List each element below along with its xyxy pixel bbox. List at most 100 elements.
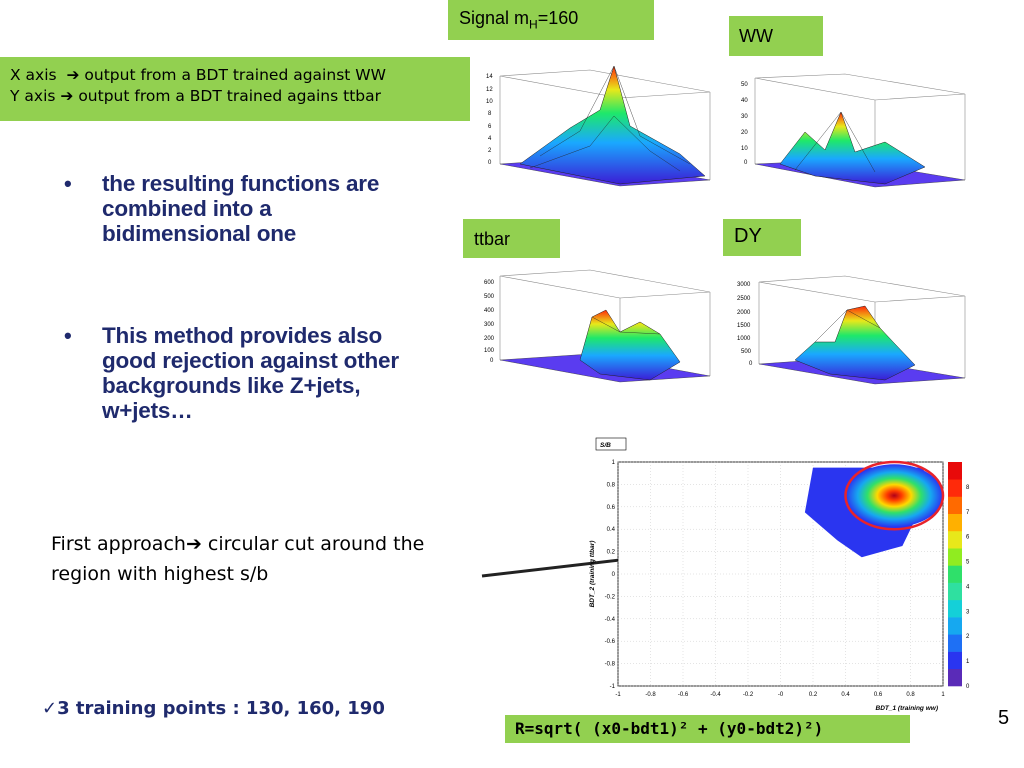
bullet-dot-icon: • (64, 323, 72, 348)
arrow-right-icon: ➔ (60, 87, 74, 105)
y-tick-label: 1 (612, 460, 616, 466)
axis-description-box: X axis ➔ output from a BDT trained again… (0, 57, 470, 121)
color-bar-segment (948, 479, 962, 497)
svg-text:300: 300 (484, 322, 495, 328)
color-bar-segment (948, 651, 962, 670)
x-tick-label: -1 (615, 692, 621, 698)
x-tick-label: 0.8 (906, 692, 915, 698)
svg-text:0: 0 (749, 361, 753, 367)
heatmap-plot-area (617, 460, 962, 687)
y-tick-label: -1 (610, 684, 616, 690)
svg-text:20: 20 (741, 130, 748, 136)
svg-text:2: 2 (488, 148, 492, 154)
signal-3d-plot: 14 12 10 8 6 4 2 0 (486, 65, 711, 187)
bullet-2: • This method provides also good rejecti… (64, 323, 399, 423)
z-tick-label: 2 (966, 634, 970, 640)
z-tick-label: 4 (966, 584, 970, 590)
arrow-right-icon: ➔ (66, 66, 80, 84)
heatmap-title: S/B (600, 442, 611, 449)
z-tick-label: 7 (966, 510, 970, 516)
x-tick-label: -0.8 (645, 692, 656, 698)
color-bar-segment (948, 530, 962, 549)
signal-label: Signal mH=160 (448, 0, 654, 40)
arrow-right-icon: ➔ (185, 533, 202, 555)
svg-text:600: 600 (484, 280, 495, 286)
sb-heatmap: S/B -1 -0.8 -0.6 -0.4 -0.2 -0 0.2 0.4 0.6 0.8 1 1 0… (589, 437, 970, 712)
y-axis-note: Y axis ➔ output from a BDT trained again… (10, 87, 381, 105)
svg-text:40: 40 (741, 98, 748, 104)
heatmap-title-box (595, 437, 627, 451)
x-tick-label: -0.2 (743, 692, 754, 698)
z-tick-label: 1 (966, 659, 970, 665)
color-bar-segment (948, 513, 962, 532)
y-tick-label: -0.4 (605, 617, 616, 623)
svg-text:2500: 2500 (737, 296, 751, 302)
ww-3d-plot: 50 40 30 20 10 0 (741, 73, 966, 188)
y-tick-label: -0.8 (605, 662, 616, 668)
formula-box: R=sqrt( (x0-bdt1)² + (y0-bdt2)²) (505, 715, 910, 743)
color-bar-segment (948, 496, 962, 514)
sb-peak (845, 464, 943, 527)
z-tick-label: 8 (966, 485, 970, 491)
ttbar-3d-plot: 600 500 400 300 200 100 0 (484, 269, 711, 383)
x-tick-label: -0.4 (710, 692, 721, 698)
color-bar-segment (948, 462, 962, 480)
x-tick-labels: -1 -0.8 -0.6 -0.4 -0.2 -0 0.2 0.4 0.6 0.8 1 (615, 692, 945, 698)
x-axis-label: BDT_1 (training ww) (876, 705, 938, 712)
svg-text:6: 6 (488, 124, 492, 130)
z-tick-label: 6 (966, 535, 970, 541)
x-tick-label: 0.6 (874, 692, 883, 698)
y-tick-label: -0.6 (605, 639, 616, 645)
color-bar-segment (948, 548, 962, 566)
z-tick-label: 0 (966, 684, 970, 690)
x-tick-label: 0.2 (809, 692, 818, 698)
x-tick-label: 0.4 (841, 692, 850, 698)
svg-text:50: 50 (741, 82, 748, 88)
color-bar-segment (948, 565, 962, 583)
svg-text:10: 10 (486, 99, 493, 105)
svg-text:14: 14 (486, 74, 493, 80)
bullet-dot-icon: • (64, 171, 72, 196)
y-tick-label: -0.2 (605, 594, 616, 600)
bullet-1: • the resulting functions are combined i… (64, 171, 380, 246)
svg-text:0: 0 (488, 160, 492, 166)
svg-text:1500: 1500 (737, 323, 751, 329)
svg-text:2000: 2000 (737, 310, 751, 316)
svg-text:1000: 1000 (737, 336, 751, 342)
color-bar-segment (948, 582, 962, 601)
svg-text:8: 8 (488, 111, 492, 117)
color-bar-segment (948, 599, 962, 618)
training-points: ✓3 training points : 130, 160, 190 (42, 698, 385, 719)
first-approach-text: First approach➔ circular cut around the … (51, 533, 425, 585)
y-tick-label: 0.2 (607, 550, 616, 556)
y-tick-label: 0.4 (607, 527, 616, 533)
svg-text:0: 0 (744, 160, 748, 166)
z-tick-label: 3 (966, 609, 970, 615)
color-bar-segment (948, 617, 962, 635)
x-tick-label: -0.6 (678, 692, 689, 698)
svg-text:400: 400 (484, 308, 495, 314)
z-tick-label: 5 (966, 560, 970, 566)
dy-label: DY (723, 219, 801, 256)
dy-3d-plot: 3000 2500 2000 1500 1000 500 0 (737, 275, 966, 385)
svg-text:200: 200 (484, 336, 495, 342)
svg-text:500: 500 (741, 349, 752, 355)
ww-label: WW (729, 16, 823, 56)
x-tick-label: 1 (941, 692, 945, 698)
x-tick-label: -0 (778, 692, 784, 698)
color-bar-segment (948, 668, 962, 687)
svg-text:100: 100 (484, 348, 495, 354)
svg-text:3000: 3000 (737, 282, 751, 288)
x-axis-note: X axis ➔ output from a BDT trained again… (10, 66, 386, 84)
svg-text:30: 30 (741, 114, 748, 120)
checkmark-icon: ✓ (42, 698, 58, 719)
y-tick-label: 0 (612, 572, 616, 578)
svg-text:4: 4 (488, 136, 492, 142)
svg-text:0: 0 (490, 358, 494, 364)
svg-text:500: 500 (484, 294, 495, 300)
y-axis-label: BDT_2 (training ttbar) (589, 541, 596, 608)
color-bar-segment (948, 634, 962, 652)
svg-text:10: 10 (741, 146, 748, 152)
svg-text:12: 12 (486, 87, 493, 93)
y-tick-labels: 1 0.8 0.6 0.4 0.2 0 -0.2 -0.4 -0.6 -0.8 -1 (605, 460, 616, 690)
